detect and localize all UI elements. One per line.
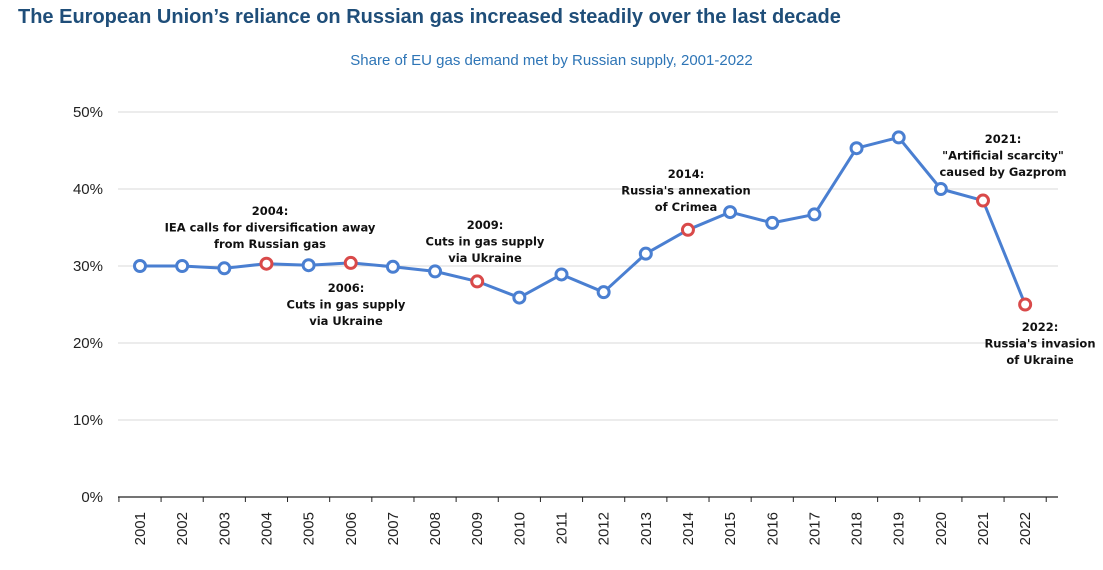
y-tick-label: 50% xyxy=(73,104,103,121)
annotation-2009: 2009: Cuts in gas supply via Ukraine xyxy=(426,218,545,265)
data-point-2002 xyxy=(175,259,190,273)
chart-subtitle: Share of EU gas demand met by Russian su… xyxy=(350,52,753,69)
x-tick-label: 2016 xyxy=(764,512,781,545)
annotation-line: from Russian gas xyxy=(214,237,326,251)
chart-title: The European Union’s reliance on Russian… xyxy=(18,6,841,28)
gridlines xyxy=(118,111,1058,421)
x-tick-label: 2012 xyxy=(596,512,613,545)
x-tick-label: 2020 xyxy=(933,512,950,545)
data-point-2008 xyxy=(428,264,443,279)
x-tick-label: 2011 xyxy=(554,512,571,544)
x-tick-label: 2002 xyxy=(174,512,191,545)
annotation-line: 2004: xyxy=(252,204,289,218)
annotation-2022: 2022: Russia's invasion of Ukraine xyxy=(984,320,1095,367)
annotation-line: via Ukraine xyxy=(309,314,383,328)
annotation-line: "Artificial scarcity" xyxy=(942,149,1064,163)
data-point-2011 xyxy=(554,267,569,282)
x-tick-label: 2010 xyxy=(511,512,528,545)
data-point-2005 xyxy=(301,258,316,273)
data-points xyxy=(133,130,1033,312)
x-tick-label: 2009 xyxy=(469,512,486,545)
y-axis: 0% 10% 20% 30% 40% 50% xyxy=(73,104,103,506)
x-tick-label: 2006 xyxy=(343,512,360,545)
x-tick-label: 2003 xyxy=(216,512,233,545)
annotation-line: via Ukraine xyxy=(448,251,522,265)
annotation-line: 2022: xyxy=(1022,320,1059,334)
annotation-line: of Ukraine xyxy=(1006,353,1073,367)
x-tick-label: 2013 xyxy=(638,512,655,545)
annotation-2014: 2014: Russia's annexation of Crimea xyxy=(621,167,750,214)
annotations: 2004: IEA calls for diversification away f… xyxy=(165,132,1096,367)
data-point-2001 xyxy=(133,259,147,273)
x-tick-label: 2015 xyxy=(722,512,739,545)
annotation-2021: 2021: "Artificial scarcity" caused by Gazp… xyxy=(939,132,1066,179)
data-point-2003 xyxy=(217,261,232,276)
annotation-line: 2009: xyxy=(467,218,504,232)
annotation-line: Russia's annexation xyxy=(621,184,750,198)
data-point-2018 xyxy=(849,141,864,156)
y-tick-label: 0% xyxy=(81,489,103,506)
data-point-2020 xyxy=(933,182,948,196)
data-point-2007 xyxy=(385,259,400,274)
y-tick-label: 30% xyxy=(73,258,103,275)
data-point-2015 xyxy=(723,205,738,220)
annotation-2006: 2006: Cuts in gas supply via Ukraine xyxy=(287,281,406,328)
x-axis: 2001 2002 2003 2004 2005 2006 2007 2008 2009 2010… xyxy=(118,496,1058,545)
annotation-line: 2021: xyxy=(985,132,1022,146)
y-tick-label: 10% xyxy=(73,412,103,429)
data-point-2013 xyxy=(638,246,653,261)
data-point-2010 xyxy=(512,290,527,305)
x-tick-label: 2007 xyxy=(385,512,402,545)
data-point-2016 xyxy=(765,215,780,230)
x-tick-label: 2014 xyxy=(680,512,697,545)
series-polyline xyxy=(140,135,1027,306)
event-point-2014 xyxy=(680,222,695,237)
x-tick-label: 2018 xyxy=(849,512,866,545)
x-tick-label: 2021 xyxy=(975,512,992,545)
annotation-line: of Crimea xyxy=(655,200,718,214)
event-point-2009 xyxy=(470,274,485,289)
x-tick-label: 2004 xyxy=(258,512,275,545)
data-point-2012 xyxy=(596,285,611,300)
x-tick-label: 2017 xyxy=(806,512,823,545)
annotation-line: Cuts in gas supply xyxy=(287,298,406,312)
series-line xyxy=(140,135,1027,306)
data-point-2019 xyxy=(891,130,906,145)
event-point-2006 xyxy=(343,255,358,270)
event-point-2004 xyxy=(259,256,274,271)
event-point-2021 xyxy=(976,193,990,208)
y-tick-label: 20% xyxy=(73,335,103,352)
annotation-line: caused by Gazprom xyxy=(939,165,1066,179)
x-tick-label: 2019 xyxy=(891,512,908,545)
x-tick-label: 2005 xyxy=(301,512,318,545)
x-tick-label: 2022 xyxy=(1017,512,1034,545)
data-point-2017 xyxy=(807,207,822,222)
annotation-line: IEA calls for diversification away xyxy=(165,221,376,235)
annotation-line: 2006: xyxy=(328,281,365,295)
x-tick-label: 2008 xyxy=(427,512,444,545)
annotation-line: Russia's invasion xyxy=(984,337,1095,351)
annotation-line: 2014: xyxy=(668,167,705,181)
annotation-line: Cuts in gas supply xyxy=(426,235,545,249)
annotation-2004: 2004: IEA calls for diversification away f… xyxy=(165,204,376,251)
y-tick-label: 40% xyxy=(73,181,103,198)
x-tick-label: 2001 xyxy=(132,512,149,545)
event-point-2022 xyxy=(1018,297,1033,312)
